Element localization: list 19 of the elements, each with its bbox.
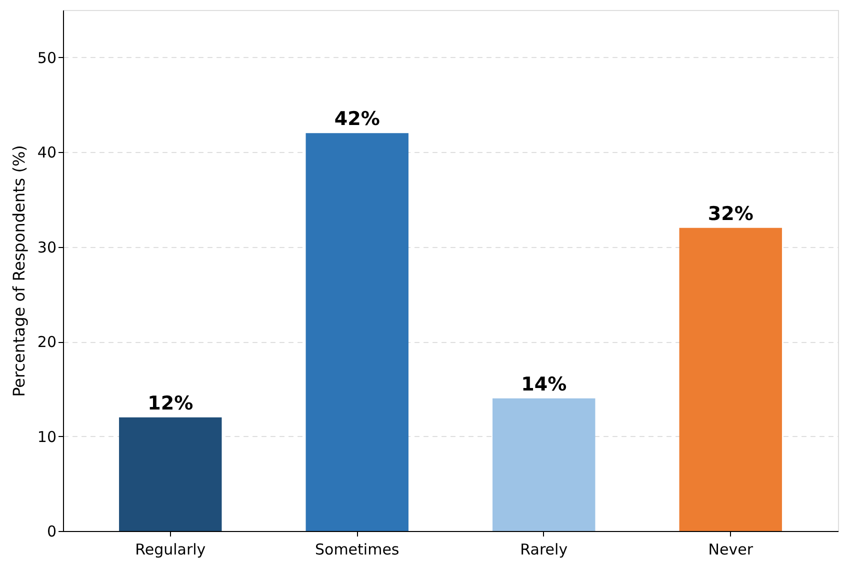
y-tick-label: 10 — [37, 428, 56, 446]
y-axis-title: Percentage of Respondents (%) — [9, 145, 28, 397]
bar — [119, 417, 222, 531]
data-label: 12% — [148, 392, 194, 414]
y-tick-label: 40 — [37, 144, 56, 162]
x-tick-label: Sometimes — [315, 540, 400, 558]
x-tick-label: Rarely — [520, 540, 568, 558]
x-tick-label: Regularly — [135, 540, 206, 558]
y-tick-label: 20 — [37, 333, 56, 352]
data-label: 42% — [334, 108, 380, 130]
data-label: 32% — [708, 202, 754, 225]
bar — [306, 133, 408, 531]
bar — [492, 398, 596, 531]
x-tick-label: Never — [708, 540, 754, 558]
data-label: 14% — [521, 373, 567, 396]
bar — [679, 228, 782, 531]
y-tick-label: 50 — [37, 48, 56, 67]
y-tick-label: 0 — [46, 522, 56, 540]
y-tick-label: 30 — [37, 238, 56, 256]
